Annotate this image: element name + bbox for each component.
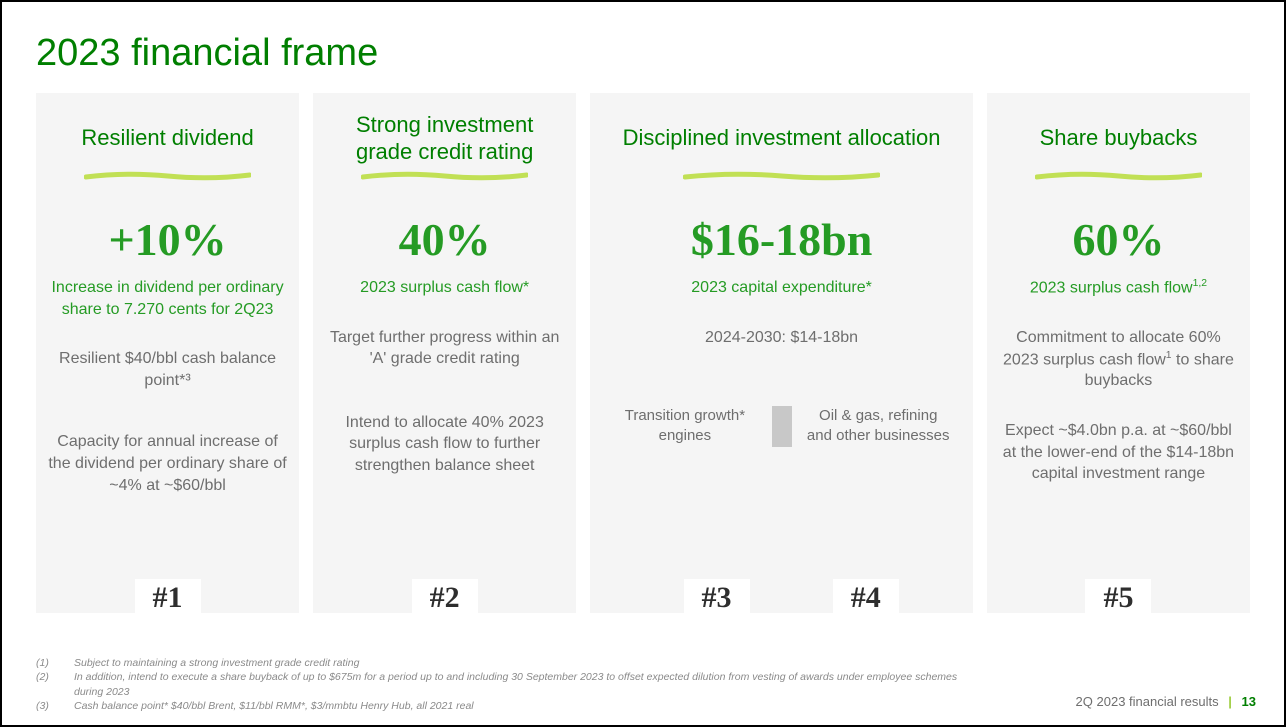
card-credit-rating: Strong investment grade credit rating 40… [313,93,576,613]
split-right: Oil & gas, refining and other businesses [796,406,961,447]
card-heading: Share buybacks [999,109,1238,167]
footer-label: 2Q 2023 financial results [1076,694,1219,709]
card-heading: Resilient dividend [48,109,287,167]
split-left: Transition growth* engines [602,406,767,447]
headline-sub: 2023 capital expenditure* [602,277,961,299]
slide-title: 2023 financial frame [36,32,1250,75]
footnote-num: (1) [36,656,56,670]
footnote-num: (2) [36,670,56,698]
priority-badge-2: #4 [833,579,899,617]
page-footer: 2Q 2023 financial results | 13 [1076,694,1256,709]
footnote-text: Subject to maintaining a strong investme… [74,656,359,670]
slide: 2023 financial frame Resilient dividend … [2,2,1284,725]
footnote-1: (1) Subject to maintaining a strong inve… [36,656,986,670]
card-detail-2: Expect ~$4.0bn p.a. at ~$60/bbl at the l… [999,420,1238,485]
split-divider [772,406,792,447]
underline-icon [84,171,251,181]
footnotes: (1) Subject to maintaining a strong inve… [36,656,986,713]
headline-metric: $16-18bn [602,217,961,263]
headline-metric: 60% [999,217,1238,263]
card-detail-1: Commitment to allocate 60% 2023 surplus … [999,327,1238,392]
footnote-2: (2) In addition, intend to execute a sha… [36,670,986,698]
card-detail-1: 2024-2030: $14-18bn [602,327,961,349]
priority-badge: #2 [412,579,478,617]
underline-icon [361,171,528,181]
card-detail-2: Capacity for annual increase of the divi… [48,431,287,496]
card-share-buybacks: Share buybacks 60% 2023 surplus cash flo… [987,93,1250,613]
priority-badge: #5 [1085,579,1151,617]
headline-metric: +10% [48,217,287,263]
underline-icon [1035,171,1202,181]
footnote-text: Cash balance point* $40/bbl Brent, $11/b… [74,699,474,713]
card-investment-allocation: Disciplined investment allocation $16-18… [590,93,973,613]
footnote-text: In addition, intend to execute a share b… [74,670,986,698]
card-heading: Disciplined investment allocation [602,109,961,167]
card-detail-1: Resilient $40/bbl cash balance point*³ [48,348,287,391]
card-resilient-dividend: Resilient dividend +10% Increase in divi… [36,93,299,613]
underline-icon [683,171,880,181]
headline-sub: 2023 surplus cash flow* [325,277,564,299]
card-detail-2: Intend to allocate 40% 2023 surplus cash… [325,412,564,477]
card-heading: Strong investment grade credit rating [325,109,564,167]
cards-row: Resilient dividend +10% Increase in divi… [36,93,1250,613]
footer-separator: | [1228,694,1232,709]
headline-metric: 40% [325,217,564,263]
footnote-num: (3) [36,699,56,713]
card-split: Transition growth* engines Oil & gas, re… [602,406,961,447]
card-detail-1: Target further progress within an 'A' gr… [325,327,564,370]
footnote-3: (3) Cash balance point* $40/bbl Brent, $… [36,699,986,713]
priority-badge: #1 [135,579,201,617]
headline-sub: Increase in dividend per ordinary share … [48,277,287,320]
page-number: 13 [1242,694,1256,709]
priority-badge: #3 [684,579,750,617]
headline-sub: 2023 surplus cash flow1,2 [999,277,1238,299]
